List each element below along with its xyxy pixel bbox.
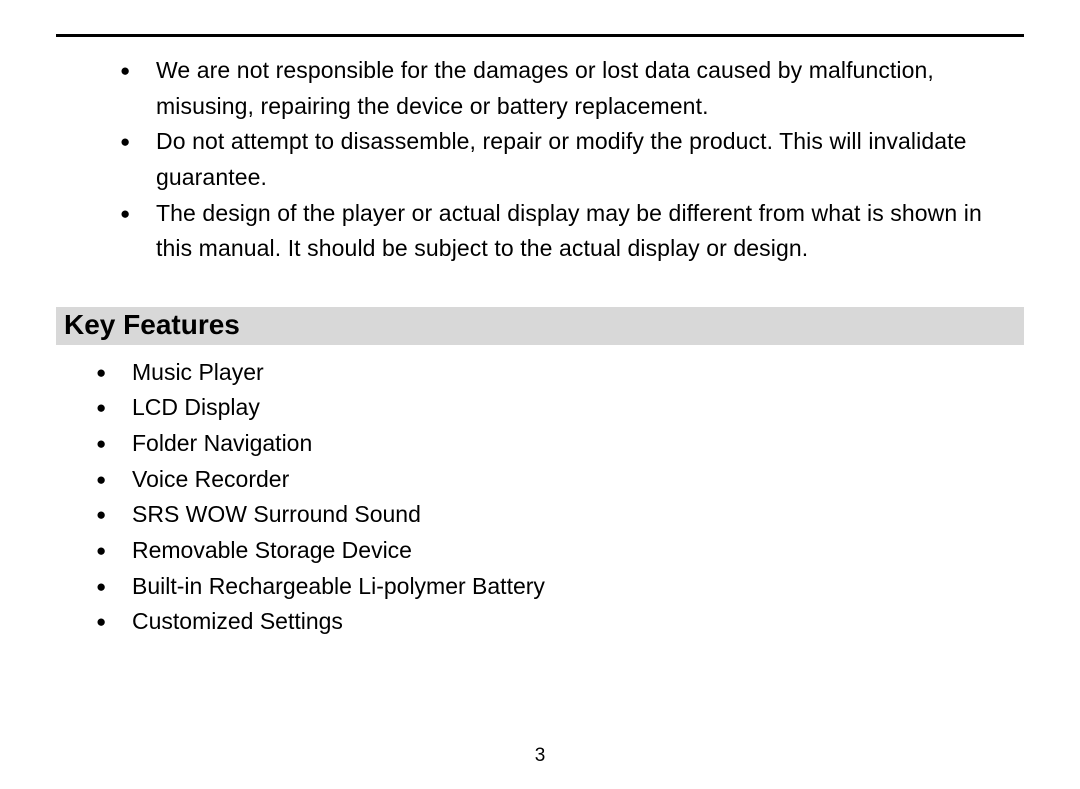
list-item: Do not attempt to disassemble, repair or… — [120, 124, 1024, 195]
key-features-heading: Key Features — [56, 307, 1024, 345]
manual-page: We are not responsible for the damages o… — [0, 0, 1080, 789]
feature-text: Music Player — [132, 359, 264, 385]
list-item: Built-in Rechargeable Li-polymer Battery — [96, 569, 1024, 605]
list-item: Folder Navigation — [96, 426, 1024, 462]
page-number: 3 — [0, 745, 1080, 767]
list-item: Voice Recorder — [96, 462, 1024, 498]
list-item: Customized Settings — [96, 604, 1024, 640]
feature-text: Voice Recorder — [132, 466, 289, 492]
notices-list: We are not responsible for the damages o… — [56, 53, 1024, 267]
features-list: Music Player LCD Display Folder Navigati… — [56, 355, 1024, 640]
list-item: Removable Storage Device — [96, 533, 1024, 569]
list-item: The design of the player or actual displ… — [120, 196, 1024, 267]
top-rule — [56, 34, 1024, 37]
list-item: We are not responsible for the damages o… — [120, 53, 1024, 124]
list-item: LCD Display — [96, 390, 1024, 426]
notice-text: We are not responsible for the damages o… — [156, 57, 934, 119]
notice-text: Do not attempt to disassemble, repair or… — [156, 128, 967, 190]
feature-text: SRS WOW Surround Sound — [132, 501, 421, 527]
section-spacer — [56, 267, 1024, 307]
feature-text: Folder Navigation — [132, 430, 312, 456]
notice-text: The design of the player or actual displ… — [156, 200, 982, 262]
feature-text: LCD Display — [132, 394, 260, 420]
feature-text: Removable Storage Device — [132, 537, 412, 563]
feature-text: Customized Settings — [132, 608, 343, 634]
list-item: Music Player — [96, 355, 1024, 391]
feature-text: Built-in Rechargeable Li-polymer Battery — [132, 573, 545, 599]
list-item: SRS WOW Surround Sound — [96, 497, 1024, 533]
